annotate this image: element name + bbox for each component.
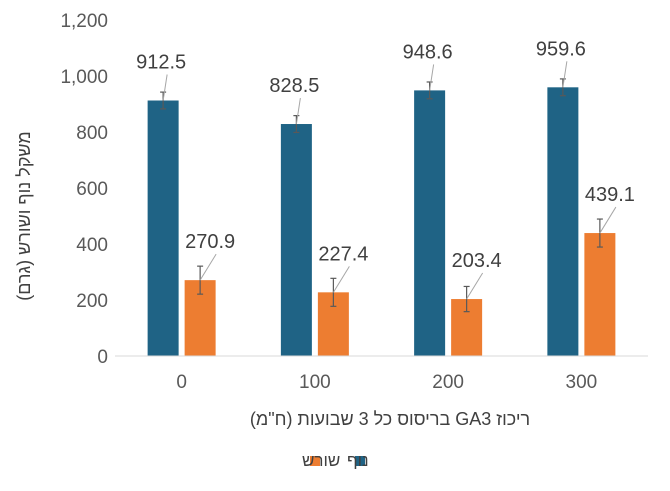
y-tick-label: 600: [76, 179, 108, 200]
data-label: 227.4: [318, 243, 368, 265]
x-axis-title: ריכוז GA3 בריסוס כל 3 שבועות (ח"מ): [250, 409, 530, 429]
y-tick-label: 1,000: [60, 67, 108, 88]
y-tick-label: 800: [76, 123, 108, 144]
data-label: 828.5: [269, 75, 319, 97]
leader-line: [199, 253, 217, 281]
legend: נוף שורש: [302, 451, 369, 470]
y-tick-label: 400: [76, 235, 108, 256]
leader-line: [466, 272, 484, 300]
leader-line: [429, 64, 435, 91]
leader-line: [295, 97, 301, 125]
legend-swatch-canopy: [355, 456, 365, 466]
leader-line: [599, 206, 617, 234]
y-axis-ticks: 0 200 400 600 800 1,000 1,200: [60, 11, 108, 368]
bar-canopy: [147, 100, 179, 356]
legend-label-root: שורש: [302, 451, 340, 470]
bars: 912.5 270.9 828.5 227.4 948.6 203.4 959.6 439.1: [136, 38, 635, 357]
data-label: 270.9: [185, 231, 235, 253]
x-axis-ticks: 0 100 200 300: [176, 372, 597, 393]
y-tick-label: 200: [76, 291, 108, 312]
y-tick-label: 0: [97, 347, 108, 368]
data-label: 959.6: [536, 38, 586, 60]
data-label: 948.6: [403, 41, 453, 63]
bar-root: [584, 233, 616, 356]
leader-line: [562, 61, 568, 88]
bar-canopy: [414, 90, 446, 356]
x-tick-label: 200: [432, 372, 464, 393]
x-tick-label: 300: [566, 372, 598, 393]
legend-label-canopy: נוף: [347, 451, 369, 470]
data-label: 912.5: [136, 52, 186, 74]
x-tick-label: 100: [299, 372, 331, 393]
bar-canopy: [547, 87, 579, 356]
legend-swatch-root: [310, 456, 320, 466]
data-label: 203.4: [452, 250, 502, 272]
data-label: 439.1: [585, 184, 635, 206]
y-tick-label: 1,200: [60, 11, 108, 32]
leader-line: [332, 266, 350, 293]
x-tick-label: 0: [176, 372, 187, 393]
bar-canopy: [280, 124, 312, 357]
leader-line: [162, 74, 168, 101]
y-axis-title: משקל נוף ושורש (גרם): [14, 131, 34, 301]
